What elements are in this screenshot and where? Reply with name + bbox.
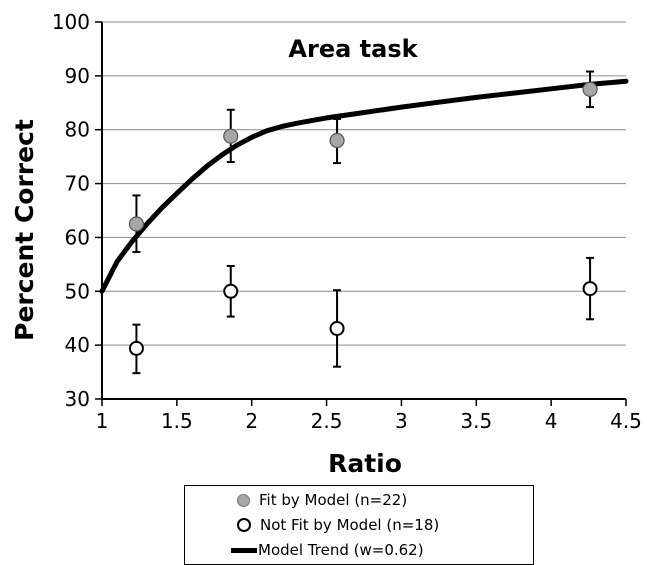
x-tick-label: 4 [545, 409, 558, 433]
gridlines [102, 21, 626, 346]
y-tick-labels: 30 40 50 60 70 80 90 100 [52, 10, 90, 411]
x-tick-label: 1.5 [161, 409, 193, 433]
legend-label-fit: Fit by Model (n=22) [259, 491, 408, 509]
fit-data-point [128, 216, 145, 232]
x-axis-title: Ratio [328, 449, 402, 478]
y-axis-title: Percent Correct [10, 119, 39, 341]
not-fit-data-point [582, 281, 598, 297]
x-tick-labels: 1 1.5 2 2.5 3 3.5 4 4.5 [96, 409, 642, 433]
model-trend-path [99, 78, 629, 294]
chart-plot-area: 30 40 50 60 70 80 90 100 1 1.5 2 2.5 3 3.5 4 4.5 Area … [10, 10, 642, 478]
trend-line-icon [231, 547, 257, 553]
not-fit-data-point [223, 283, 239, 299]
data-points [128, 70, 598, 375]
x-tick-label: 2.5 [311, 409, 343, 433]
y-tick-label: 40 [65, 333, 90, 357]
x-tick-label: 2 [245, 409, 258, 433]
gray-circle-marker-icon [237, 493, 250, 507]
y-tick-label: 50 [65, 279, 90, 303]
not-fit-data-point [329, 320, 345, 336]
fit-data-point [582, 81, 598, 97]
open-circle-marker-icon [237, 518, 251, 532]
legend-item-fit: Fit by Model (n=22) [237, 491, 407, 509]
x-tick-label: 1 [96, 409, 109, 433]
model-trend-line [99, 78, 629, 294]
y-tick-label: 100 [52, 10, 90, 34]
x-tick-label: 3.5 [460, 409, 492, 433]
not-fit-data-point [128, 340, 144, 356]
fit-data-point [223, 128, 239, 144]
y-tick-label: 70 [65, 172, 90, 196]
fit-data-point [329, 132, 345, 149]
y-tick-label: 30 [65, 387, 90, 411]
y-tick-label: 60 [65, 225, 90, 249]
legend: Fit by Model (n=22) Not Fit by Model (n=… [184, 485, 534, 565]
x-tick-label: 4.5 [610, 409, 642, 433]
y-tick-label: 90 [65, 64, 90, 88]
legend-item-not-fit: Not Fit by Model (n=18) [237, 516, 439, 534]
chart-title: Area task [288, 35, 418, 63]
legend-label-trend: Model Trend (w=0.62) [258, 541, 424, 559]
y-tick-label: 80 [65, 118, 90, 142]
legend-label-not-fit: Not Fit by Model (n=18) [260, 516, 440, 534]
axes [95, 21, 627, 406]
x-tick-label: 3 [395, 409, 408, 433]
legend-item-trend: Model Trend (w=0.62) [231, 541, 424, 559]
